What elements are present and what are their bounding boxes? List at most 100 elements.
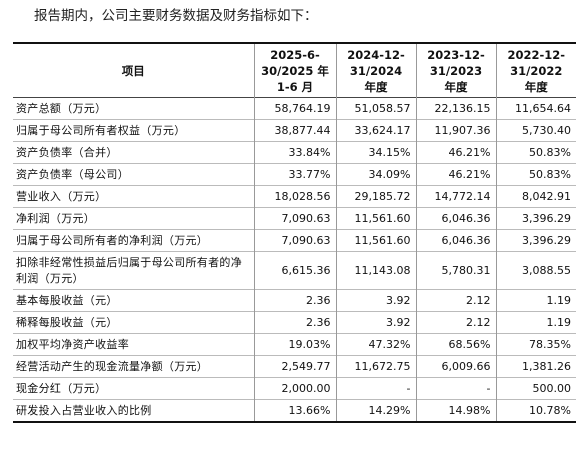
- value-cell: 18,028.56: [253, 185, 337, 208]
- table-row: 现金分红（万元） 2,000.00- -500.00: [13, 377, 576, 400]
- value-cell: 3.92: [335, 289, 417, 312]
- table-row: 基本每股收益（元） 2.36 3.92 2.12 1.19: [13, 289, 576, 312]
- table-row: 资产负债率（母公司） 33.77% 34.09% 46.21% 50.83%: [13, 163, 576, 186]
- value-cell: 11,143.08: [335, 251, 417, 290]
- financial-data-table: 项目 2025-6- 30/2025 年 1-6 月 2024-12- 31/2…: [13, 42, 576, 423]
- value-cell: 51,058.57: [335, 97, 417, 120]
- row-label: 归属于母公司所有者权益（万元）: [13, 119, 255, 142]
- value-cell: 50.83%: [495, 141, 576, 164]
- row-label: 现金分红（万元）: [13, 377, 255, 400]
- header-period-line: 年度: [364, 79, 388, 94]
- table-header-row: 项目 2025-6- 30/2025 年 1-6 月 2024-12- 31/2…: [13, 43, 576, 98]
- header-period-line: 2022-12-: [507, 47, 566, 62]
- header-item: 项目: [13, 43, 255, 98]
- value-cell: 2,000.00: [253, 377, 337, 400]
- value-cell: 6,009.66: [415, 355, 497, 378]
- value-cell: 58,764.19: [253, 97, 337, 120]
- row-label: 资产负债率（合并）: [13, 141, 255, 164]
- header-period-line: 1-6 月: [276, 79, 314, 94]
- value-cell: 46.21%: [415, 163, 497, 186]
- value-cell: 3.92: [335, 311, 417, 334]
- value-cell: 1.19: [495, 289, 576, 312]
- value-cell: 50.83%: [495, 163, 576, 186]
- header-period: 2022-12- 31/2022 年度: [495, 43, 576, 98]
- value-cell: 11,907.36: [415, 119, 497, 142]
- value-cell: 11,654.64: [495, 97, 576, 120]
- table-row: 资产负债率（合并） 33.84% 34.15% 46.21% 50.83%: [13, 141, 576, 164]
- value-cell: 22,136.15: [415, 97, 497, 120]
- value-cell: -: [335, 377, 417, 400]
- value-cell: 33,624.17: [335, 119, 417, 142]
- value-cell: 6,046.36: [415, 207, 497, 230]
- value-cell: 33.77%: [253, 163, 337, 186]
- header-period: 2024-12- 31/2024 年度: [335, 43, 417, 98]
- value-cell: 3,088.55: [495, 251, 576, 290]
- table-row: 营业收入（万元） 18,028.56 29,185.72 14,772.14 8,042…: [13, 185, 576, 208]
- header-period-line: 2024-12-: [347, 47, 405, 62]
- value-cell: 2.12: [415, 311, 497, 334]
- value-cell: 2.36: [253, 311, 337, 334]
- value-cell: 11,561.60: [335, 229, 417, 252]
- value-cell: 34.09%: [335, 163, 417, 186]
- table-row: 研发投入占营业收入的比例 13.66% 14.29% 14.98% 10.78%: [13, 399, 576, 422]
- value-cell: 3,396.29: [495, 207, 576, 230]
- table-row: 净利润（万元） 7,090.63 11,561.60 6,046.36 3,396.29: [13, 207, 576, 230]
- value-cell: 3,396.29: [495, 229, 576, 252]
- header-period-line: 年度: [524, 79, 548, 94]
- value-cell: 33.84%: [253, 141, 337, 164]
- value-cell: 34.15%: [335, 141, 417, 164]
- value-cell: 8,042.91: [495, 185, 576, 208]
- value-cell: 11,561.60: [335, 207, 417, 230]
- value-cell: 78.35%: [495, 333, 576, 356]
- value-cell: 6,615.36: [253, 251, 337, 290]
- table-body: 资产总额（万元） 58,764.19 51,058.57 22,136.15 11,65…: [13, 97, 576, 422]
- value-cell: 2.36: [253, 289, 337, 312]
- row-label: 基本每股收益（元）: [13, 289, 255, 312]
- header-period-line: 30/2025 年: [261, 63, 329, 78]
- value-cell: 11,672.75: [335, 355, 417, 378]
- header-period: 2023-12- 31/2023 年度: [415, 43, 497, 98]
- table-row: 经营活动产生的现金流量净额（万元） 2,549.77 11,672.75 6,009.…: [13, 355, 576, 378]
- value-cell: 7,090.63: [253, 229, 337, 252]
- value-cell: 1.19: [495, 311, 576, 334]
- value-cell: 2,549.77: [253, 355, 337, 378]
- value-cell: 10.78%: [495, 399, 576, 422]
- row-label: 加权平均净资产收益率: [13, 333, 255, 356]
- value-cell: 38,877.44: [253, 119, 337, 142]
- row-label: 营业收入（万元）: [13, 185, 255, 208]
- header-period-line: 2023-12-: [427, 47, 485, 62]
- header-period-line: 31/2022: [510, 63, 563, 78]
- header-period-line: 2025-6-: [270, 47, 320, 62]
- table-row: 归属于母公司所有者的净利润（万元） 7,090.63 11,561.60 6,046.…: [13, 229, 576, 252]
- header-period-line: 年度: [444, 79, 468, 94]
- table-row: 稀释每股收益（元） 2.36 3.92 2.12 1.19: [13, 311, 576, 334]
- value-cell: 5,730.40: [495, 119, 576, 142]
- value-cell: 47.32%: [335, 333, 417, 356]
- header-period: 2025-6- 30/2025 年 1-6 月: [253, 43, 337, 98]
- value-cell: 7,090.63: [253, 207, 337, 230]
- value-cell: 14.29%: [335, 399, 417, 422]
- row-label: 资产负债率（母公司）: [13, 163, 255, 186]
- value-cell: 13.66%: [253, 399, 337, 422]
- row-label: 资产总额（万元）: [13, 97, 255, 120]
- value-cell: 14,772.14: [415, 185, 497, 208]
- value-cell: 19.03%: [253, 333, 337, 356]
- table-row: 加权平均净资产收益率 19.03% 47.32% 68.56% 78.35%: [13, 333, 576, 356]
- value-cell: 29,185.72: [335, 185, 417, 208]
- table-row: 归属于母公司所有者权益（万元） 38,877.44 33,624.17 11,907.…: [13, 119, 576, 142]
- row-label: 稀释每股收益（元）: [13, 311, 255, 334]
- row-label: 净利润（万元）: [13, 207, 255, 230]
- value-cell: 1,381.26: [495, 355, 576, 378]
- row-label: 经营活动产生的现金流量净额（万元）: [13, 355, 255, 378]
- value-cell: 2.12: [415, 289, 497, 312]
- value-cell: 6,046.36: [415, 229, 497, 252]
- row-label: 扣除非经常性损益后归属于母公司所有者的净利润（万元）: [13, 251, 255, 290]
- row-label: 归属于母公司所有者的净利润（万元）: [13, 229, 255, 252]
- table-row: 扣除非经常性损益后归属于母公司所有者的净利润（万元） 6,615.36 11,143…: [13, 251, 576, 290]
- header-period-line: 31/2024: [349, 63, 403, 78]
- value-cell: 14.98%: [415, 399, 497, 422]
- value-cell: 68.56%: [415, 333, 497, 356]
- value-cell: 500.00: [495, 377, 576, 400]
- row-label: 研发投入占营业收入的比例: [13, 399, 255, 422]
